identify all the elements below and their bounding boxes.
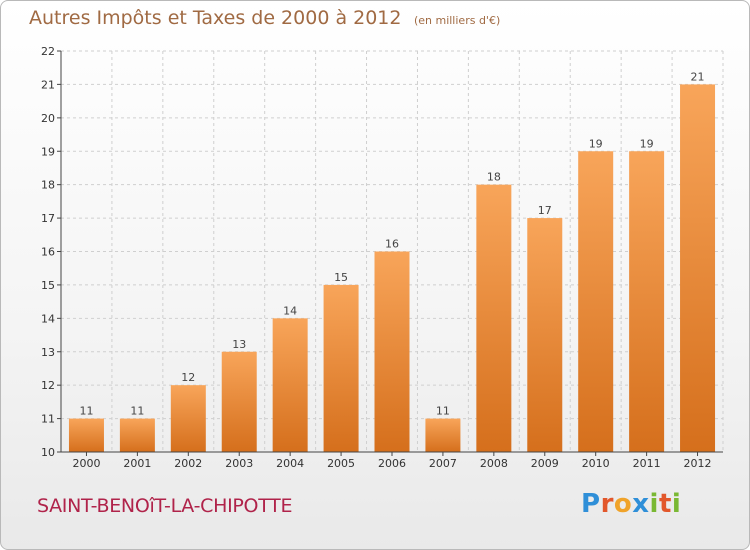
bar xyxy=(527,218,563,452)
y-tick-label: 11 xyxy=(41,413,55,426)
y-tick-label: 10 xyxy=(41,446,55,459)
data-label: 16 xyxy=(385,238,399,251)
data-label: 14 xyxy=(283,304,297,317)
data-label: 13 xyxy=(232,338,246,351)
data-label: 12 xyxy=(181,371,195,384)
bar xyxy=(680,84,716,453)
proxiti-logo: Proxiti xyxy=(581,489,681,519)
bars: 11 11 12 13 14 15 16 11 18 17 19 19 21 xyxy=(68,70,716,453)
x-tick-label: 2012 xyxy=(684,457,712,470)
bar xyxy=(323,284,359,452)
data-label: 21 xyxy=(691,70,705,83)
logo-letter: t xyxy=(658,489,672,519)
y-tick-label: 12 xyxy=(41,379,55,392)
chart-header: Autres Impôts et Taxes de 2000 à 2012 (e… xyxy=(29,7,500,29)
data-label: 19 xyxy=(640,137,654,150)
y-tick-label: 20 xyxy=(41,112,55,125)
y-tick-label: 21 xyxy=(41,78,55,91)
logo-letter: i xyxy=(671,489,682,519)
x-tick-label: 2007 xyxy=(429,457,457,470)
bar xyxy=(170,385,206,452)
bar xyxy=(476,184,512,452)
x-tick-label: 2000 xyxy=(72,457,100,470)
chart-subtitle: (en milliers d'€) xyxy=(413,14,501,27)
bar xyxy=(425,418,461,452)
data-label: 11 xyxy=(130,405,144,418)
data-label: 17 xyxy=(538,204,552,217)
y-tick-label: 17 xyxy=(41,212,55,225)
bar xyxy=(221,351,257,452)
x-tick-label: 2001 xyxy=(123,457,151,470)
commune-name: SAINT-BENOîT-LA-CHIPOTTE xyxy=(37,495,293,517)
axes: 10 11 12 13 14 15 16 17 18 19 20 21 22 2000 2001 2002 20… xyxy=(41,45,723,470)
logo-letter: r xyxy=(600,489,614,519)
y-tick-label: 22 xyxy=(41,45,55,58)
x-tick-label: 2008 xyxy=(480,457,508,470)
y-tick-label: 19 xyxy=(41,145,55,158)
data-label: 11 xyxy=(436,405,450,418)
x-tick-label: 2009 xyxy=(531,457,559,470)
data-label: 18 xyxy=(487,171,501,184)
y-tick-label: 18 xyxy=(41,179,55,192)
x-tick-label: 2002 xyxy=(174,457,202,470)
bar xyxy=(578,151,614,452)
x-tick-label: 2004 xyxy=(276,457,304,470)
chart-title: Autres Impôts et Taxes de 2000 à 2012 xyxy=(29,7,402,29)
bar xyxy=(629,151,665,452)
data-label: 11 xyxy=(79,405,93,418)
y-tick-label: 13 xyxy=(41,346,55,359)
x-tick-label: 2003 xyxy=(225,457,253,470)
bar xyxy=(374,251,410,452)
data-label: 19 xyxy=(589,137,603,150)
bar xyxy=(272,318,308,452)
x-tick-label: 2005 xyxy=(327,457,355,470)
y-tick-label: 14 xyxy=(41,312,55,325)
y-tick-label: 16 xyxy=(41,246,55,259)
x-tick-label: 2010 xyxy=(582,457,610,470)
logo-letter: o xyxy=(613,489,633,519)
y-tick-label: 15 xyxy=(41,279,55,292)
x-tick-label: 2011 xyxy=(633,457,661,470)
x-tick-label: 2006 xyxy=(378,457,406,470)
logo-letter: x xyxy=(632,489,650,519)
bar xyxy=(68,418,104,452)
data-label: 15 xyxy=(334,271,348,284)
logo-letter: i xyxy=(649,489,659,519)
bar xyxy=(119,418,155,452)
logo-letter: P xyxy=(581,489,601,519)
